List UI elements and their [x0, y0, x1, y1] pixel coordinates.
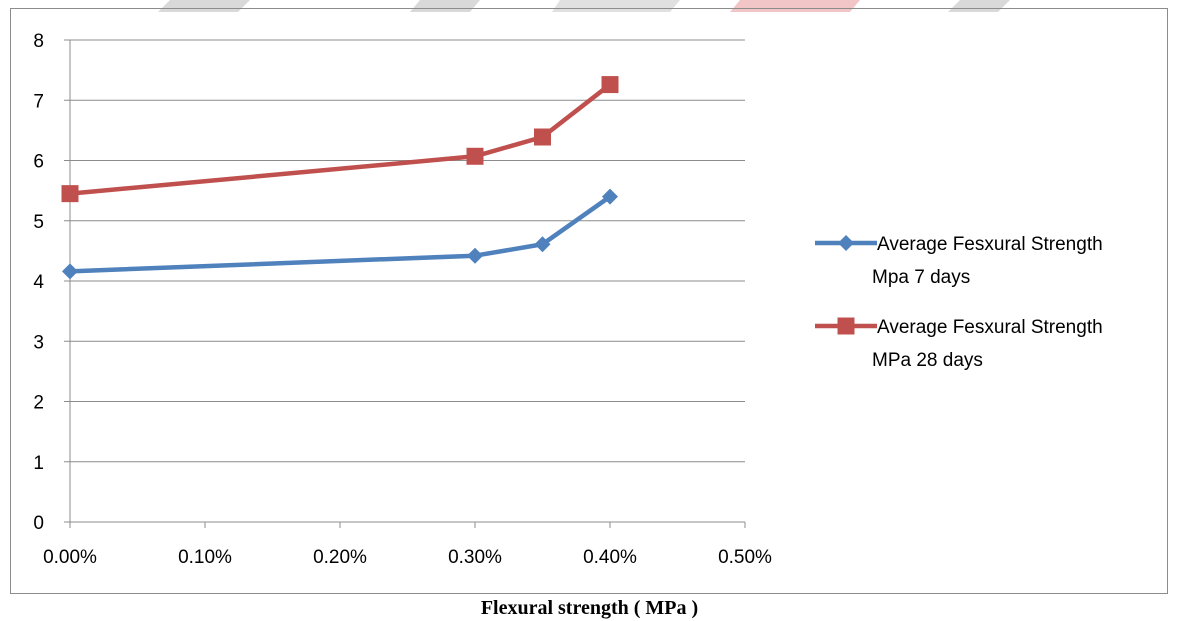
- y-tick-label: 2: [33, 393, 44, 414]
- series-1: [62, 189, 618, 280]
- y-tick-label: 0: [33, 513, 44, 534]
- legend-item-1: Average Fesxural Strength Mpa 7 days: [815, 234, 1103, 288]
- legend-swatch-marker: [838, 235, 854, 251]
- data-point-2-1: [62, 185, 79, 202]
- x-tick-label: 0.20%: [313, 547, 367, 568]
- data-point-2-2: [467, 148, 484, 165]
- y-tick-label: 6: [33, 152, 44, 173]
- legend-item-2: Average Fesxural Strength MPa 28 days: [815, 317, 1103, 371]
- x-tick-label: 0.00%: [43, 547, 97, 568]
- series-line-1: [70, 197, 610, 272]
- data-point-2-4: [602, 76, 619, 93]
- axes: 0 1 2 3 4 5 6 7 8 0.00% 0.10% 0.20% 0.30% 0.40% 0.50%: [33, 31, 772, 568]
- data-point-1-1: [62, 263, 78, 279]
- y-tick-label: 7: [33, 91, 44, 112]
- y-tick-label: 5: [33, 212, 44, 233]
- y-tick-label: 4: [33, 272, 44, 293]
- x-tick-label: 0.10%: [178, 547, 232, 568]
- x-tick-label: 0.30%: [448, 547, 502, 568]
- legend-label: MPa 28 days: [872, 350, 983, 371]
- legend-label: Mpa 7 days: [872, 267, 970, 288]
- grid-lines: [70, 40, 745, 462]
- legend-label: Average Fesxural Strength: [877, 317, 1103, 338]
- y-tick-label: 3: [33, 332, 44, 353]
- data-point-1-2: [467, 248, 483, 264]
- figure-caption: Flexural strength ( MPa ): [0, 597, 1179, 620]
- x-tick-label: 0.40%: [583, 547, 637, 568]
- series-layer: [62, 76, 619, 279]
- data-point-2-3: [534, 129, 551, 146]
- legend-swatch-marker: [838, 318, 855, 335]
- legend-label: Average Fesxural Strength: [877, 234, 1103, 255]
- y-tick-label: 8: [33, 31, 44, 52]
- series-line-2: [70, 85, 610, 194]
- x-tick-label: 0.50%: [718, 547, 772, 568]
- y-tick-label: 1: [33, 453, 44, 474]
- series-2: [62, 76, 619, 202]
